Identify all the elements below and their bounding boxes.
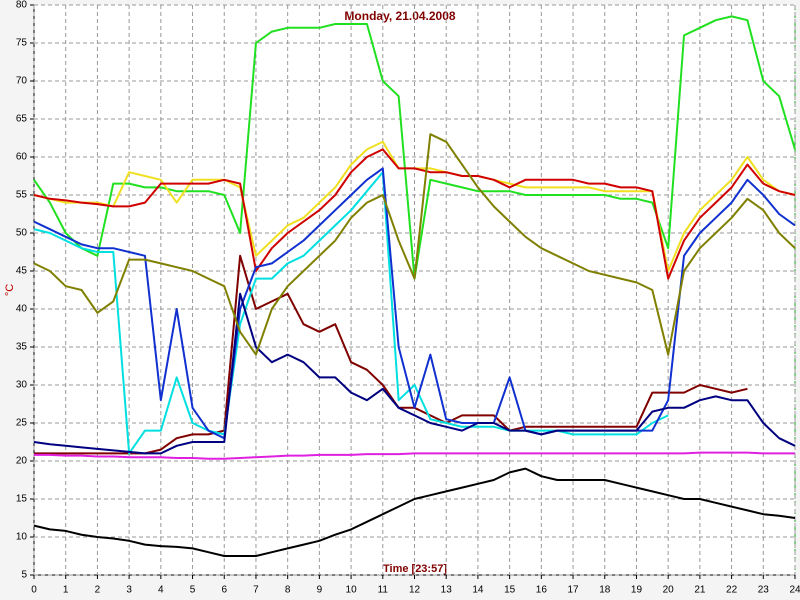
x-tick-label: 14 xyxy=(472,585,484,596)
x-tick-label: 24 xyxy=(789,585,800,596)
series-line xyxy=(34,254,748,455)
y-tick-label: 55 xyxy=(16,190,28,201)
x-tick-label: 4 xyxy=(158,585,164,596)
y-tick-label: 10 xyxy=(16,532,28,543)
x-tick-label: 2 xyxy=(95,585,101,596)
x-tick-label: 16 xyxy=(536,585,548,596)
series-line xyxy=(33,148,796,280)
x-tick-label: 20 xyxy=(663,585,675,596)
series-line xyxy=(33,133,796,356)
x-tick-label: 19 xyxy=(631,585,643,596)
x-tick-label: 0 xyxy=(31,585,37,596)
x-tick-label: 1 xyxy=(63,585,69,596)
x-tick-label: 9 xyxy=(317,585,323,596)
x-tick-label: 11 xyxy=(378,585,389,596)
y-axis-label: °C xyxy=(4,284,16,296)
y-tick-label: 75 xyxy=(16,38,28,49)
x-tick-label: 22 xyxy=(726,585,738,596)
x-tick-label: 18 xyxy=(599,585,611,596)
x-tick-label: 17 xyxy=(567,585,579,596)
y-tick-label: 60 xyxy=(16,152,28,163)
y-tick-label: 65 xyxy=(16,114,28,125)
x-tick-label: 5 xyxy=(190,585,196,596)
series-line xyxy=(33,292,796,455)
x-tick-label: 3 xyxy=(126,585,132,596)
series-line xyxy=(34,451,795,460)
y-tick-label: 80 xyxy=(16,0,28,11)
y-tick-label: 25 xyxy=(16,418,28,429)
x-tick-label: 12 xyxy=(409,585,421,596)
series-line xyxy=(33,167,796,440)
y-tick-label: 45 xyxy=(16,266,28,277)
x-tick-label: 21 xyxy=(694,585,706,596)
y-tick-label: 70 xyxy=(16,76,28,87)
y-tick-label: 15 xyxy=(16,494,28,505)
x-tick-label: 15 xyxy=(504,585,516,596)
y-tick-label: 35 xyxy=(16,342,28,353)
y-tick-label: 50 xyxy=(16,228,28,239)
x-tick-label: 8 xyxy=(285,585,291,596)
y-tick-label: 5 xyxy=(21,570,27,581)
y-tick-label: 30 xyxy=(16,380,28,391)
x-tick-label: 13 xyxy=(441,585,453,596)
chart-title: Monday, 21.04.2008 xyxy=(344,9,455,23)
x-tick-label: 23 xyxy=(758,585,770,596)
x-axis-label: Time [23:57] xyxy=(383,563,447,575)
y-tick-label: 20 xyxy=(16,456,28,467)
x-tick-label: 7 xyxy=(253,585,259,596)
x-tick-label: 6 xyxy=(221,585,227,596)
series-line xyxy=(33,467,796,557)
series-line xyxy=(33,171,669,455)
y-tick-label: 40 xyxy=(16,304,28,315)
x-tick-label: 10 xyxy=(346,585,358,596)
